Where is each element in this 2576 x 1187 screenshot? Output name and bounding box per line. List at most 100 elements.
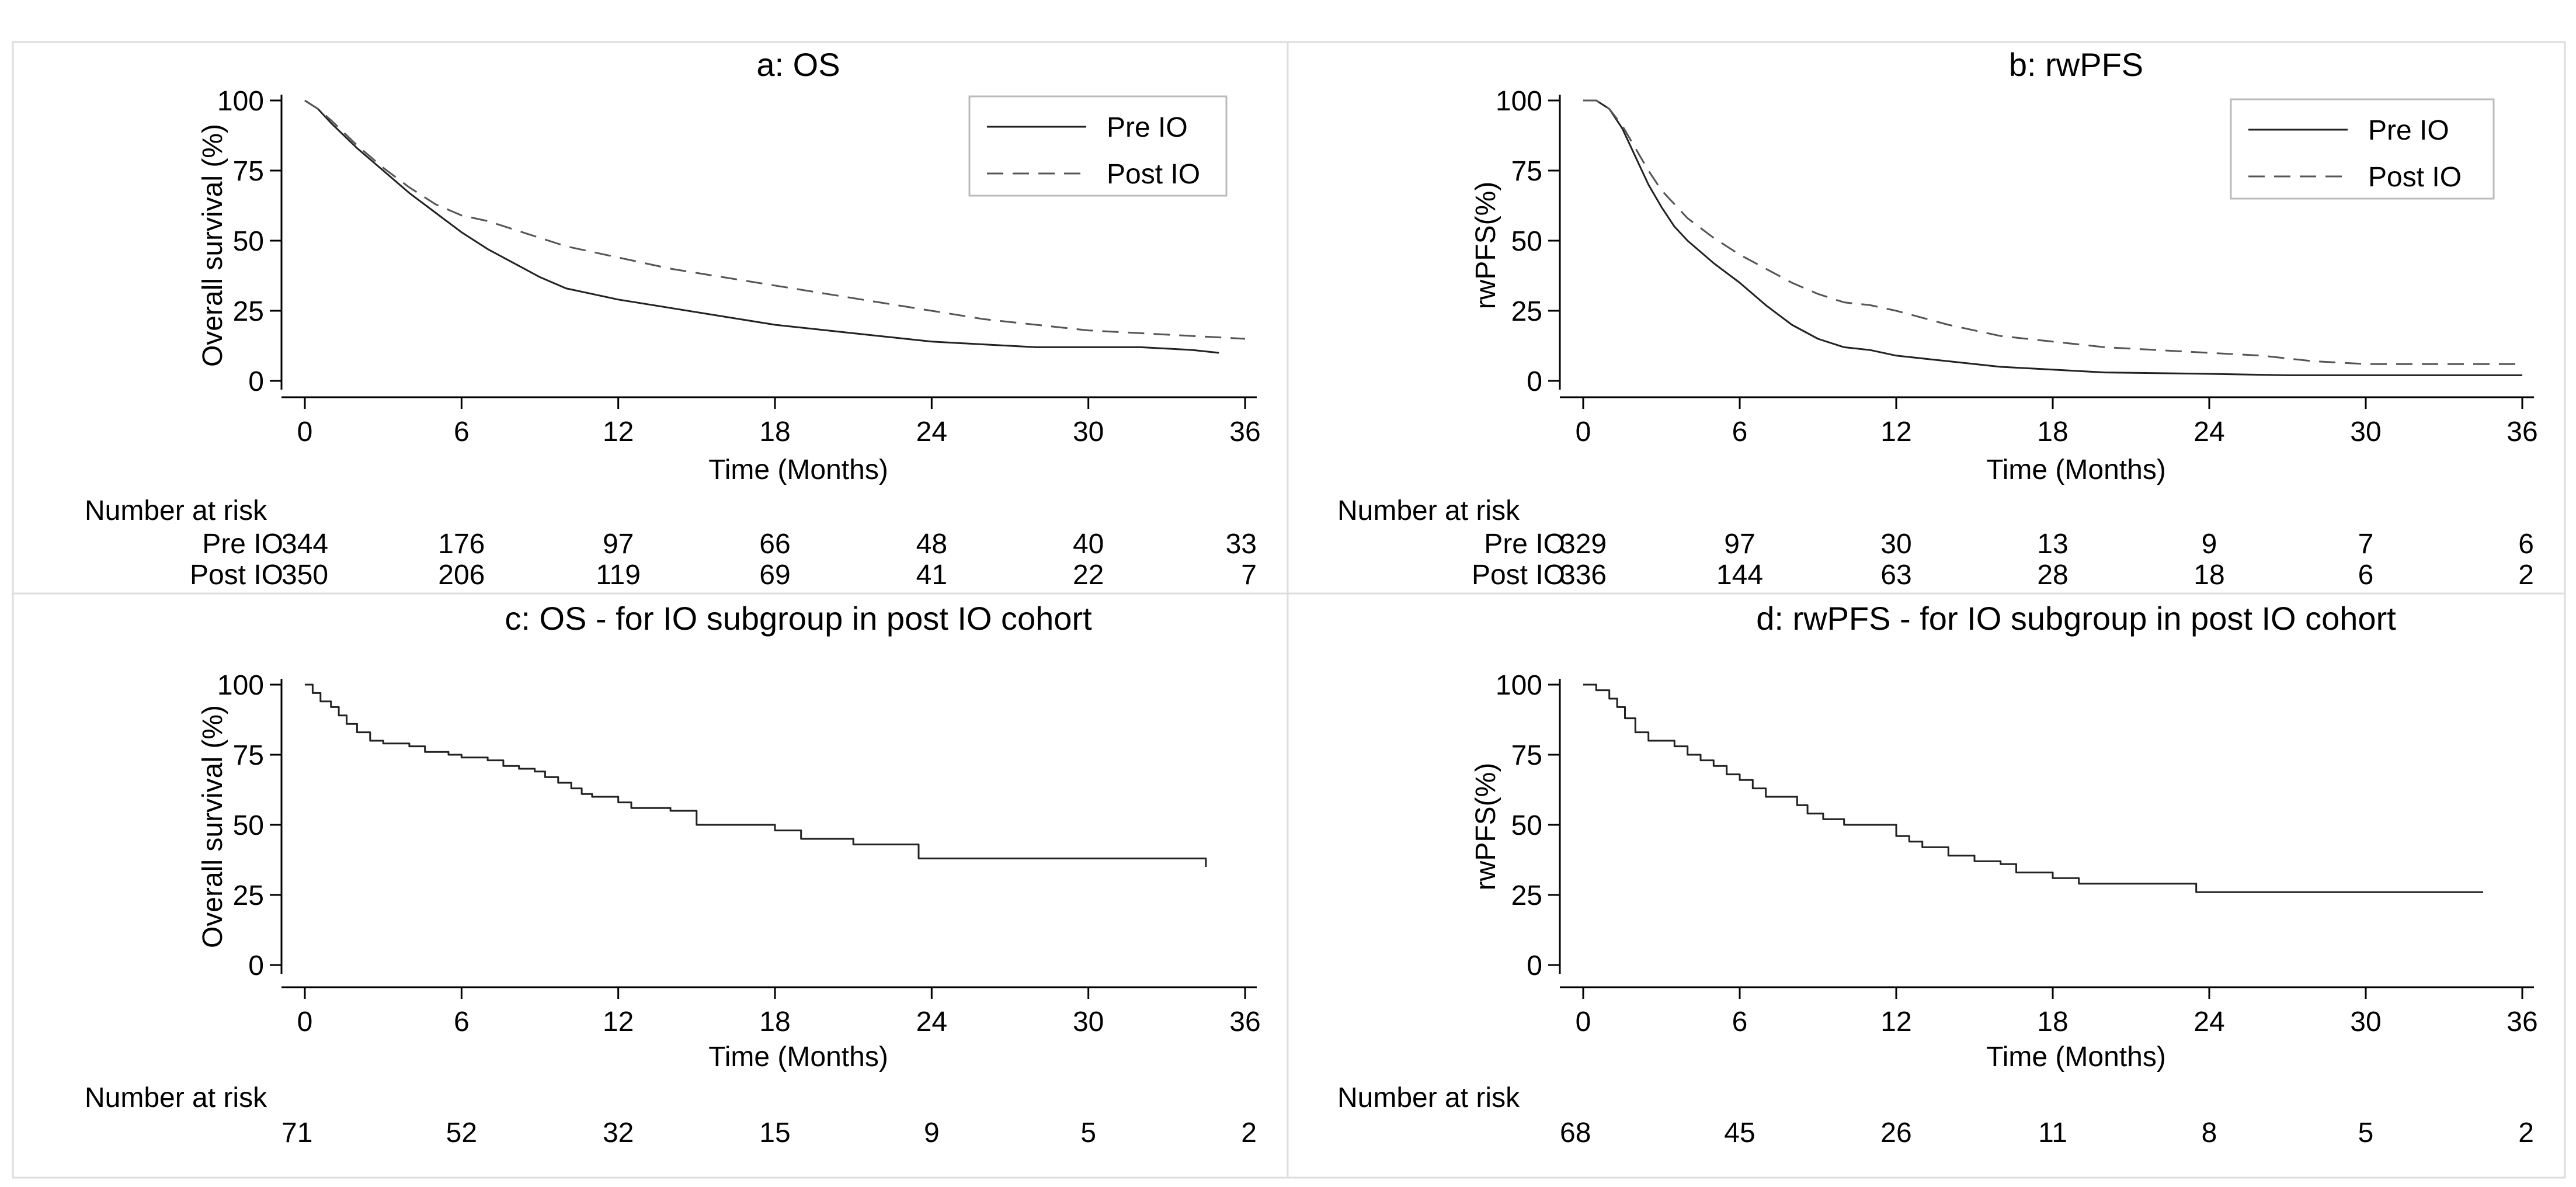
y-tick-label: 75 xyxy=(1511,740,1542,771)
risk-row-label: Post IO xyxy=(1472,560,1565,591)
y-tick-label: 50 xyxy=(1511,226,1542,257)
x-tick-label: 6 xyxy=(1732,417,1748,447)
x-tick-label: 36 xyxy=(2507,1006,2537,1037)
y-tick-label: 50 xyxy=(1511,810,1542,841)
risk-value: 48 xyxy=(916,529,947,560)
y-axis-label: Overall survival (%) xyxy=(197,124,228,367)
risk-value: 144 xyxy=(1716,560,1763,591)
x-tick-label: 0 xyxy=(1576,417,1591,447)
risk-row-label: Pre IO xyxy=(202,529,283,560)
y-axis-label: rwPFS(%) xyxy=(1470,182,1501,310)
risk-table-header: Number at risk xyxy=(85,495,267,526)
y-tick-label: 75 xyxy=(233,156,264,187)
x-axis-label: Time (Months) xyxy=(708,454,888,485)
x-tick-label: 24 xyxy=(916,417,947,447)
risk-value: 329 xyxy=(1560,529,1607,560)
panel-title: c: OS - for IO subgroup in post IO cohor… xyxy=(505,600,1092,637)
y-tick-label: 25 xyxy=(1511,296,1542,327)
risk-value: 13 xyxy=(2037,529,2068,560)
x-tick-label: 30 xyxy=(2350,417,2381,447)
series-line-pre-io xyxy=(304,99,1219,354)
risk-value: 28 xyxy=(2037,560,2068,591)
panel-d: d: rwPFS - for IO subgroup in post IO co… xyxy=(1337,600,2538,1148)
legend-box xyxy=(2230,98,2495,200)
x-tick-label: 18 xyxy=(2037,417,2068,447)
risk-value: 119 xyxy=(596,560,641,591)
x-tick-label: 0 xyxy=(297,417,313,447)
x-tick-label: 0 xyxy=(1576,1006,1591,1037)
y-tick-label: 50 xyxy=(233,226,264,257)
x-tick-label: 36 xyxy=(1229,417,1260,447)
risk-value: 6 xyxy=(2518,529,2534,560)
risk-value: 9 xyxy=(924,1117,940,1148)
risk-value: 30 xyxy=(1880,529,1911,560)
risk-value: 6 xyxy=(2358,560,2374,591)
y-tick-label: 25 xyxy=(233,296,264,327)
risk-value: 68 xyxy=(1560,1117,1591,1148)
risk-value: 26 xyxy=(1880,1117,1911,1148)
x-tick-label: 12 xyxy=(603,1006,634,1037)
series-line-pre-io xyxy=(1583,99,2522,376)
panel-b: b: rwPFS 0 25 50 75 100 rwPFS(%) 0 6 12 18 24 30 36 Ti… xyxy=(1337,46,2538,591)
risk-value: 2 xyxy=(2518,560,2534,591)
risk-value: 2 xyxy=(2518,1117,2534,1148)
y-axis-label: rwPFS(%) xyxy=(1470,763,1501,891)
y-tick-label: 0 xyxy=(1527,366,1542,397)
risk-value: 52 xyxy=(446,1117,477,1148)
risk-value: 8 xyxy=(2202,1117,2217,1148)
x-axis-label: Time (Months) xyxy=(1986,454,2166,485)
y-tick-label: 25 xyxy=(233,880,264,911)
risk-value: 45 xyxy=(1724,1117,1755,1148)
risk-value: 5 xyxy=(2358,1117,2374,1148)
panel-title: d: rwPFS - for IO subgroup in post IO co… xyxy=(1756,600,2396,637)
y-tick-label: 100 xyxy=(217,86,264,117)
panel-title: a: OS xyxy=(756,46,840,83)
risk-value: 22 xyxy=(1073,560,1104,591)
risk-value: 18 xyxy=(2193,560,2224,591)
series-line-km xyxy=(305,683,1207,867)
x-tick-label: 12 xyxy=(603,417,634,447)
y-tick-label: 0 xyxy=(1527,950,1542,981)
risk-value: 69 xyxy=(759,560,790,591)
risk-table-header: Number at risk xyxy=(85,1082,267,1113)
risk-value: 40 xyxy=(1073,529,1104,560)
series-line-post-io xyxy=(1583,99,2522,365)
risk-value: 97 xyxy=(603,529,634,560)
risk-value: 71 xyxy=(281,1117,312,1148)
legend-label: Pre IO xyxy=(2368,115,2449,146)
x-axis-label: Time (Months) xyxy=(708,1042,888,1073)
legend-label: Post IO xyxy=(2368,162,2462,193)
risk-table-header: Number at risk xyxy=(1337,1082,1520,1113)
risk-value: 206 xyxy=(438,560,485,591)
risk-value: 32 xyxy=(603,1117,634,1148)
risk-value: 7 xyxy=(1241,560,1257,591)
legend: Pre IO Post IO xyxy=(2230,98,2495,200)
series-line-post-io xyxy=(304,99,1246,340)
x-tick-label: 30 xyxy=(1073,1006,1104,1037)
risk-value: 66 xyxy=(759,529,790,560)
legend-box xyxy=(968,95,1228,197)
x-tick-label: 36 xyxy=(2507,417,2537,447)
y-tick-label: 100 xyxy=(217,670,264,701)
panel-a: a: OS 0 25 50 75 100 Overall survival (%) 0 6 12 1… xyxy=(85,46,1261,591)
risk-value: 5 xyxy=(1080,1117,1096,1148)
y-tick-label: 50 xyxy=(233,810,264,841)
y-tick-label: 100 xyxy=(1496,670,1542,701)
risk-value: 176 xyxy=(438,529,485,560)
risk-value: 7 xyxy=(2358,529,2374,560)
x-tick-label: 30 xyxy=(1073,417,1104,447)
risk-value: 9 xyxy=(2202,529,2217,560)
x-tick-label: 24 xyxy=(2193,417,2224,447)
risk-value: 344 xyxy=(281,529,328,560)
risk-table: Number at risk 68 45 26 11 8 5 2 xyxy=(1337,1082,2534,1148)
legend-label: Pre IO xyxy=(1107,112,1188,143)
risk-row-label: Pre IO xyxy=(1484,529,1565,560)
x-tick-label: 6 xyxy=(454,417,470,447)
x-tick-label: 18 xyxy=(759,417,790,447)
y-tick-label: 0 xyxy=(248,366,264,397)
x-tick-label: 36 xyxy=(1229,1006,1260,1037)
x-tick-label: 12 xyxy=(1880,1006,1911,1037)
